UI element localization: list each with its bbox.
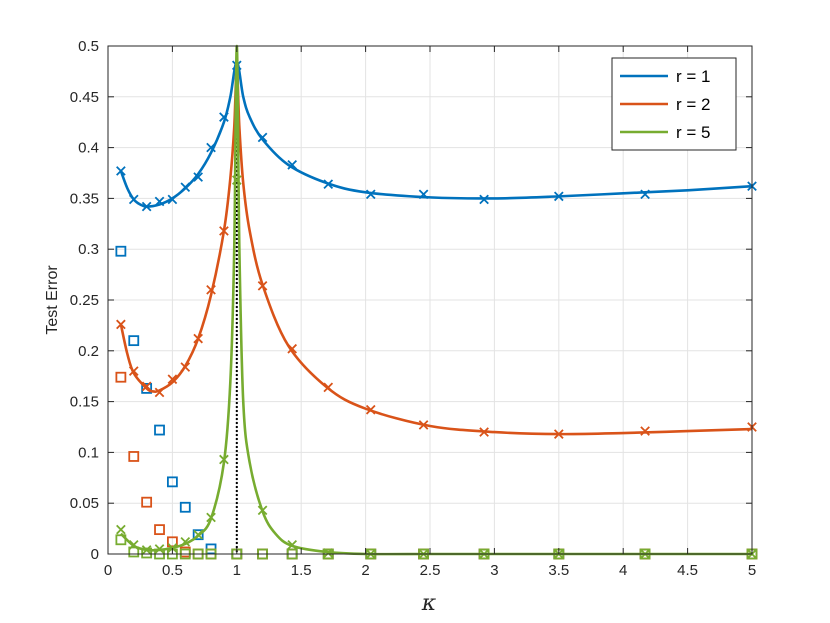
square-marker bbox=[154, 424, 165, 436]
x-tick-label: 1 bbox=[233, 562, 241, 579]
cross-marker bbox=[257, 132, 268, 143]
cross-marker bbox=[167, 194, 178, 205]
axis-ticks: 0 0.5 1 1.5 2 2.5 3 3.5 4 4.5 5 0 0.05 0.1 0.15 0.2 0.25… bbox=[70, 38, 756, 579]
cross-marker bbox=[116, 166, 126, 176]
cross-marker bbox=[553, 191, 564, 202]
square-marker bbox=[115, 371, 127, 383]
cross-marker bbox=[141, 545, 152, 555]
cross-marker bbox=[154, 196, 165, 207]
cross-marker bbox=[193, 333, 203, 344]
cross-marker bbox=[154, 387, 165, 398]
square-marker bbox=[115, 245, 127, 257]
x-tick-label: 5 bbox=[748, 562, 756, 579]
cross-marker bbox=[193, 172, 203, 182]
cross-marker bbox=[323, 382, 334, 393]
cross-marker bbox=[116, 524, 126, 535]
cross-marker bbox=[206, 285, 216, 295]
cross-marker bbox=[180, 182, 191, 193]
cross-marker bbox=[193, 529, 203, 540]
x-tick-label: 4.5 bbox=[677, 562, 698, 579]
y-axis-label: Test Error bbox=[44, 265, 61, 335]
x-tick-label: 4 bbox=[619, 562, 627, 579]
square-marker bbox=[179, 501, 191, 513]
y-tick-label: 0 bbox=[91, 546, 99, 563]
legend-label: r = 2 bbox=[676, 95, 711, 114]
y-tick-label: 0.4 bbox=[78, 140, 99, 157]
cross-marker bbox=[141, 381, 152, 392]
cross-marker bbox=[116, 319, 126, 330]
cross-marker bbox=[640, 426, 650, 436]
y-tick-label: 0.25 bbox=[70, 292, 99, 309]
y-tick-label: 0.5 bbox=[78, 38, 99, 55]
square-marker bbox=[141, 382, 153, 394]
y-tick-label: 0.05 bbox=[70, 495, 99, 512]
cross-marker bbox=[553, 429, 564, 439]
cross-marker bbox=[219, 454, 229, 465]
cross-marker bbox=[287, 343, 298, 354]
cross-marker bbox=[418, 189, 429, 200]
cross-marker bbox=[219, 226, 229, 236]
cross-marker bbox=[128, 366, 139, 376]
square-marker bbox=[192, 529, 204, 541]
legend: r = 1 r = 2 r = 5 bbox=[611, 57, 737, 151]
x-tick-label: 2.5 bbox=[420, 562, 441, 579]
cross-marker bbox=[141, 201, 152, 212]
cross-marker bbox=[640, 189, 650, 200]
cross-marker bbox=[128, 194, 139, 205]
cross-marker bbox=[287, 540, 298, 550]
square-marker bbox=[128, 546, 140, 558]
cross-marker bbox=[180, 536, 191, 547]
x-tick-label: 1.5 bbox=[291, 562, 312, 579]
y-tick-label: 0.45 bbox=[70, 89, 99, 106]
x-tick-label: 0 bbox=[104, 562, 112, 579]
cross-marker bbox=[206, 142, 216, 153]
cross-marker bbox=[418, 420, 429, 430]
square-marker bbox=[128, 335, 140, 347]
square-marker bbox=[141, 547, 153, 559]
square-marker bbox=[141, 496, 153, 508]
x-tick-label: 0.5 bbox=[162, 562, 183, 579]
cross-marker bbox=[287, 160, 298, 170]
square-marker bbox=[128, 451, 140, 462]
legend-label: r = 5 bbox=[676, 123, 711, 142]
y-tick-label: 0.2 bbox=[78, 343, 99, 360]
x-axis-label: κ bbox=[421, 591, 437, 616]
y-tick-label: 0.35 bbox=[70, 190, 99, 207]
cross-marker bbox=[257, 505, 268, 516]
cross-marker bbox=[167, 374, 178, 385]
legend-label: r = 1 bbox=[676, 67, 711, 86]
cross-marker bbox=[365, 189, 376, 200]
cross-marker bbox=[231, 175, 242, 185]
cross-marker bbox=[257, 280, 268, 291]
cross-marker bbox=[479, 427, 489, 437]
y-tick-label: 0.1 bbox=[78, 444, 99, 461]
square-marker bbox=[154, 524, 165, 536]
x-tick-label: 3 bbox=[490, 562, 498, 579]
y-tick-label: 0.15 bbox=[70, 394, 99, 411]
cross-marker bbox=[167, 543, 178, 553]
cross-marker bbox=[365, 404, 376, 415]
cross-marker bbox=[206, 512, 216, 523]
cross-marker bbox=[180, 362, 191, 372]
square-marker bbox=[166, 476, 178, 488]
cross-marker bbox=[219, 112, 229, 122]
cross-marker bbox=[479, 194, 489, 205]
y-tick-label: 0.3 bbox=[78, 241, 99, 258]
cross-marker bbox=[323, 179, 334, 190]
x-tick-label: 2 bbox=[361, 562, 369, 579]
square-marker bbox=[115, 534, 127, 546]
x-tick-label: 3.5 bbox=[548, 562, 569, 579]
square-marker bbox=[166, 536, 178, 548]
